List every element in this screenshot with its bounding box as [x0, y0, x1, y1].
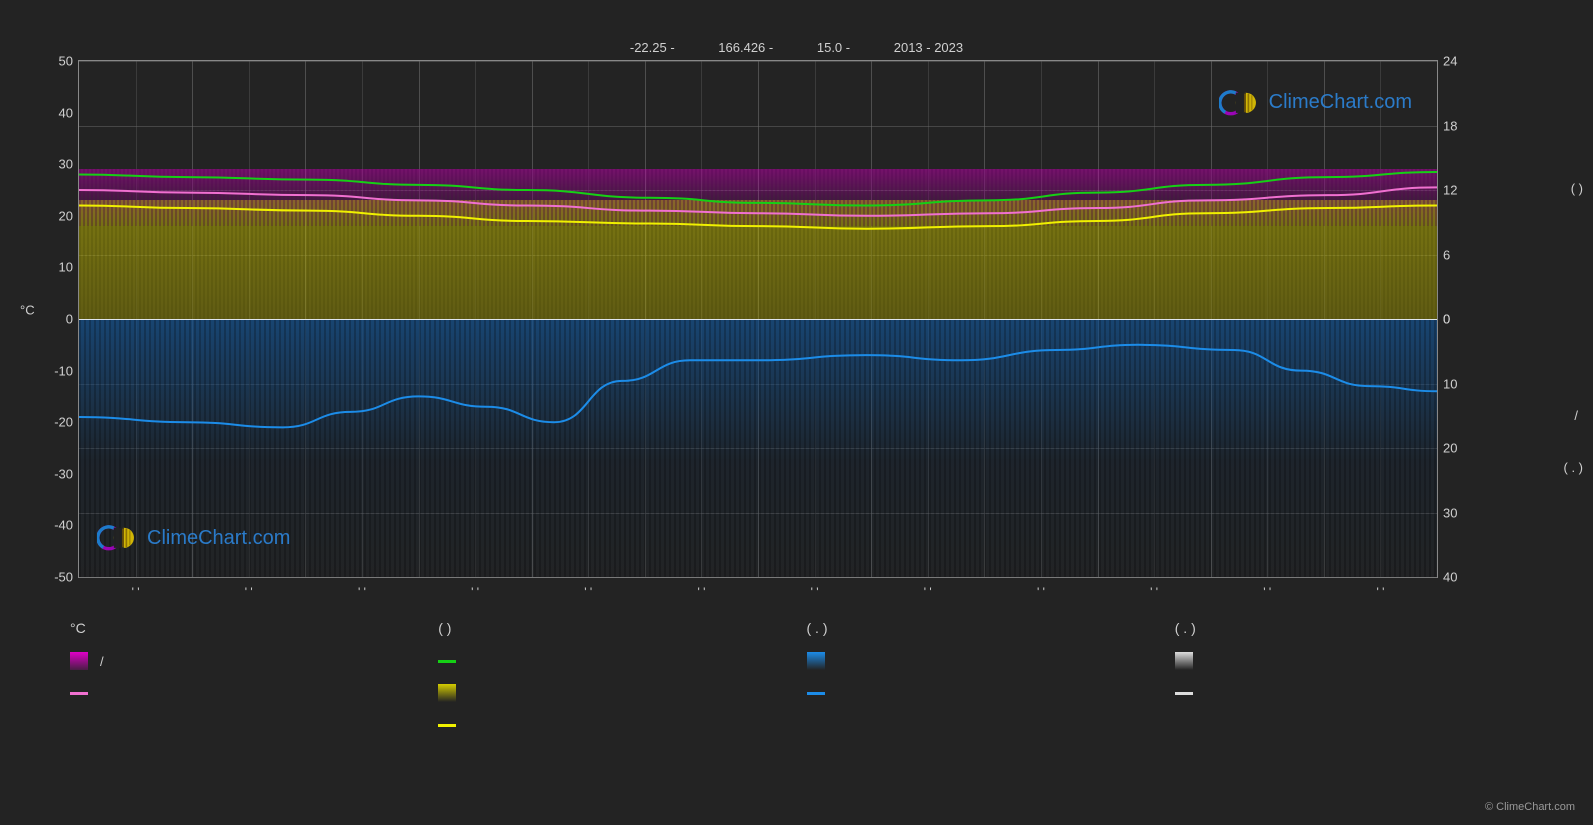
- legend-swatch: [70, 652, 88, 670]
- left-tick: -20: [54, 415, 73, 430]
- legend-swatch: [70, 692, 88, 695]
- x-tick: ' ': [245, 585, 253, 599]
- x-tick: ' ': [1263, 585, 1271, 599]
- legend-item: [438, 714, 786, 736]
- legend-label: /: [100, 654, 104, 669]
- right-lower-tick: 30: [1443, 505, 1457, 520]
- legend-item: [438, 650, 786, 672]
- plot-area: 2418126001020304050403020100-10-20-30-40…: [78, 60, 1438, 578]
- climate-chart-root: -22.25 - 166.426 - 15.0 - 2013 - 2023 °C…: [0, 0, 1593, 825]
- legend-item: [807, 682, 1155, 704]
- right-lower-tick: 10: [1443, 376, 1457, 391]
- legend-item: [438, 682, 786, 704]
- left-tick: -50: [54, 570, 73, 585]
- legend-col: [438, 650, 786, 736]
- left-tick: 50: [59, 54, 73, 69]
- right-upper-tick: 18: [1443, 118, 1457, 133]
- left-tick: -40: [54, 518, 73, 533]
- legend-swatch: [1175, 692, 1193, 695]
- left-tick: 10: [59, 260, 73, 275]
- x-tick: ' ': [811, 585, 819, 599]
- legend-swatch: [807, 652, 825, 670]
- legend: °C ( ) ( . ) ( . ) /: [70, 620, 1523, 736]
- right-lower-tick: 0: [1443, 312, 1450, 327]
- left-axis-label: °C: [20, 303, 35, 318]
- chart-header-meta: -22.25 - 166.426 - 15.0 - 2013 - 2023: [0, 40, 1593, 55]
- legend-item: [807, 650, 1155, 672]
- x-tick: ' ': [358, 585, 366, 599]
- x-tick: ' ': [697, 585, 705, 599]
- legend-col: [1175, 650, 1523, 736]
- legend-header: ( . ): [1175, 620, 1523, 636]
- copyright-text: © ClimeChart.com: [1485, 801, 1575, 813]
- legend-col: /: [70, 650, 418, 736]
- left-tick: -30: [54, 466, 73, 481]
- watermark-top: ClimeChart.com: [1219, 86, 1412, 120]
- legend-item: [1175, 682, 1523, 704]
- legend-col: [807, 650, 1155, 736]
- legend-swatch: [438, 724, 456, 727]
- precip-fill: [79, 319, 1437, 577]
- legend-item: /: [70, 650, 418, 672]
- legend-header: °C: [70, 620, 418, 636]
- x-tick: ' ': [584, 585, 592, 599]
- legend-item: [1175, 650, 1523, 672]
- x-tick: ' ': [1150, 585, 1158, 599]
- x-tick: ' ': [471, 585, 479, 599]
- legend-item: [70, 682, 418, 704]
- meta-elev: 15.0 -: [817, 40, 850, 55]
- left-tick: 30: [59, 157, 73, 172]
- left-tick: -10: [54, 363, 73, 378]
- x-tick: ' ': [1037, 585, 1045, 599]
- legend-swatch: [807, 692, 825, 695]
- meta-lat: -22.25 -: [630, 40, 675, 55]
- right-upper-tick: 24: [1443, 54, 1457, 69]
- meta-lon: 166.426 -: [718, 40, 773, 55]
- left-tick: 40: [59, 105, 73, 120]
- legend-swatch: [438, 660, 456, 663]
- x-tick: ' ': [1376, 585, 1384, 599]
- right-lower-tick: 40: [1443, 570, 1457, 585]
- legend-swatch: [438, 684, 456, 702]
- right-upper-tick: 6: [1443, 247, 1450, 262]
- x-tick: ' ': [924, 585, 932, 599]
- right-upper-tick: 12: [1443, 183, 1457, 198]
- left-tick: 0: [66, 312, 73, 327]
- legend-swatch: [1175, 652, 1193, 670]
- legend-header: ( . ): [807, 620, 1155, 636]
- left-tick: 20: [59, 208, 73, 223]
- legend-header: ( ): [438, 620, 786, 636]
- x-tick: ' ': [132, 585, 140, 599]
- temp-cloud: [79, 169, 1437, 226]
- right-lower-tick: 20: [1443, 441, 1457, 456]
- meta-years: 2013 - 2023: [894, 40, 963, 55]
